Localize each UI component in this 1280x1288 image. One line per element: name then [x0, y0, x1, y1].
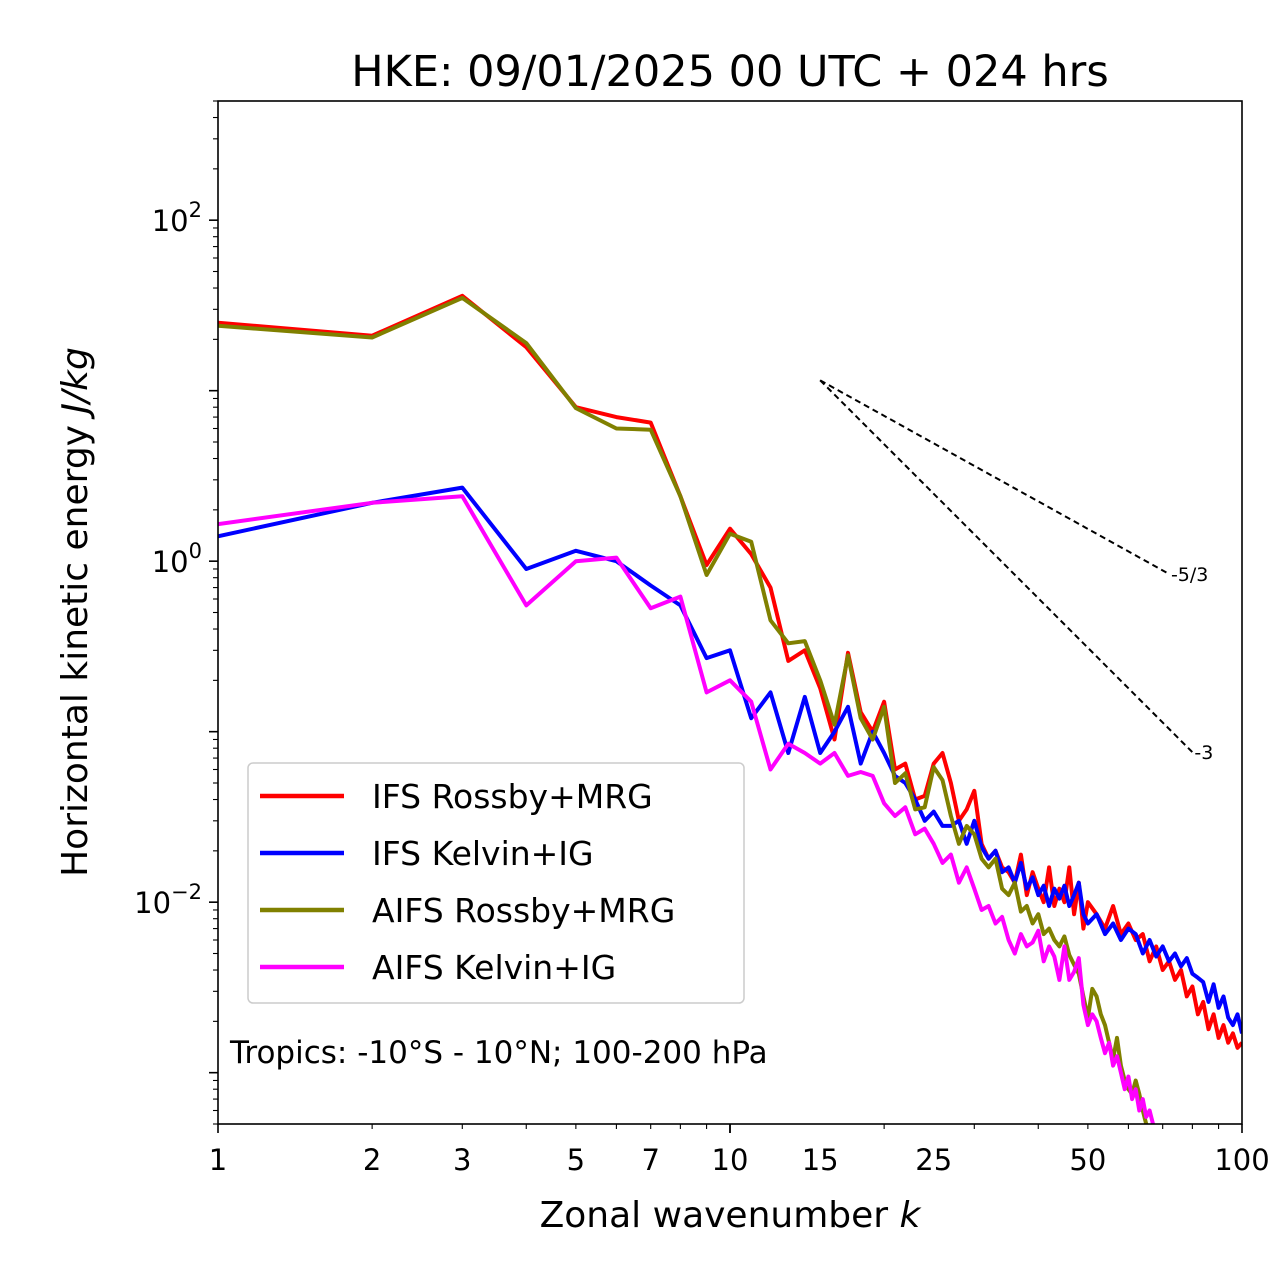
legend-frame — [247, 762, 745, 1004]
reference-slope-label: -3 — [1194, 742, 1213, 764]
plot-area — [218, 293, 1242, 1124]
reference-slope-label: -5/3 — [1171, 564, 1208, 586]
x-tick-label: 5 — [567, 1143, 585, 1177]
x-tick-label: 50 — [1069, 1143, 1106, 1177]
series-line-ifs-kelvin-ig — [218, 485, 1242, 1034]
y-tick-label: 102 — [152, 198, 202, 238]
series-line-ifs-rossby-mrg — [218, 293, 1242, 1050]
y-tick-label: 10−2 — [134, 880, 202, 920]
y-axis: 10−2 100 102 — [134, 100, 218, 1125]
x-axis-variable: k — [900, 1195, 923, 1236]
x-tick-label: 25 — [915, 1143, 952, 1177]
y-tick-label: 100 — [152, 539, 202, 579]
x-tick-label: 1 — [209, 1143, 227, 1177]
x-axis: 1 2 3 5 7 10 15 25 50 100 — [209, 1124, 1270, 1177]
legend-label-aifs-kelvin: AIFS Kelvin+IG — [372, 948, 616, 987]
x-tick-label: 10 — [712, 1143, 749, 1177]
legend-label-ifs-rossby: IFS Rossby+MRG — [372, 777, 653, 816]
chart-title: HKE: 09/01/2025 00 UTC + 024 hrs — [351, 47, 1108, 97]
region-annotation: Tropics: -10°S - 10°N; 100-200 hPa — [229, 1035, 768, 1071]
reference-slope-line — [819, 379, 1170, 575]
x-tick-label: 100 — [1214, 1143, 1269, 1177]
x-tick-label: 15 — [802, 1143, 839, 1177]
series-line-aifs-rossby-mrg — [218, 295, 1149, 1124]
x-tick-label: 2 — [363, 1143, 381, 1177]
y-axis-title: Horizontal kinetic energy J/kg — [55, 347, 96, 877]
x-axis-title: Zonal wavenumber k — [540, 1195, 923, 1236]
y-axis-unit: J/kg — [55, 347, 96, 419]
reference-slope-line — [819, 379, 1194, 753]
legend: IFS Rossby+MRG IFS Kelvin+IG AIFS Rossby… — [247, 762, 745, 1004]
series-line-aifs-kelvin-ig — [218, 494, 1155, 1124]
legend-label-ifs-kelvin: IFS Kelvin+IG — [372, 834, 594, 873]
reference-slopes: -5/3 -3 — [819, 379, 1213, 764]
x-tick-label: 7 — [641, 1143, 659, 1177]
x-tick-label: 3 — [453, 1143, 471, 1177]
legend-label-aifs-rossby: AIFS Rossby+MRG — [372, 891, 675, 930]
y-axis-label: Horizontal kinetic energy — [55, 425, 96, 877]
x-axis-label: Zonal wavenumber — [540, 1195, 889, 1236]
